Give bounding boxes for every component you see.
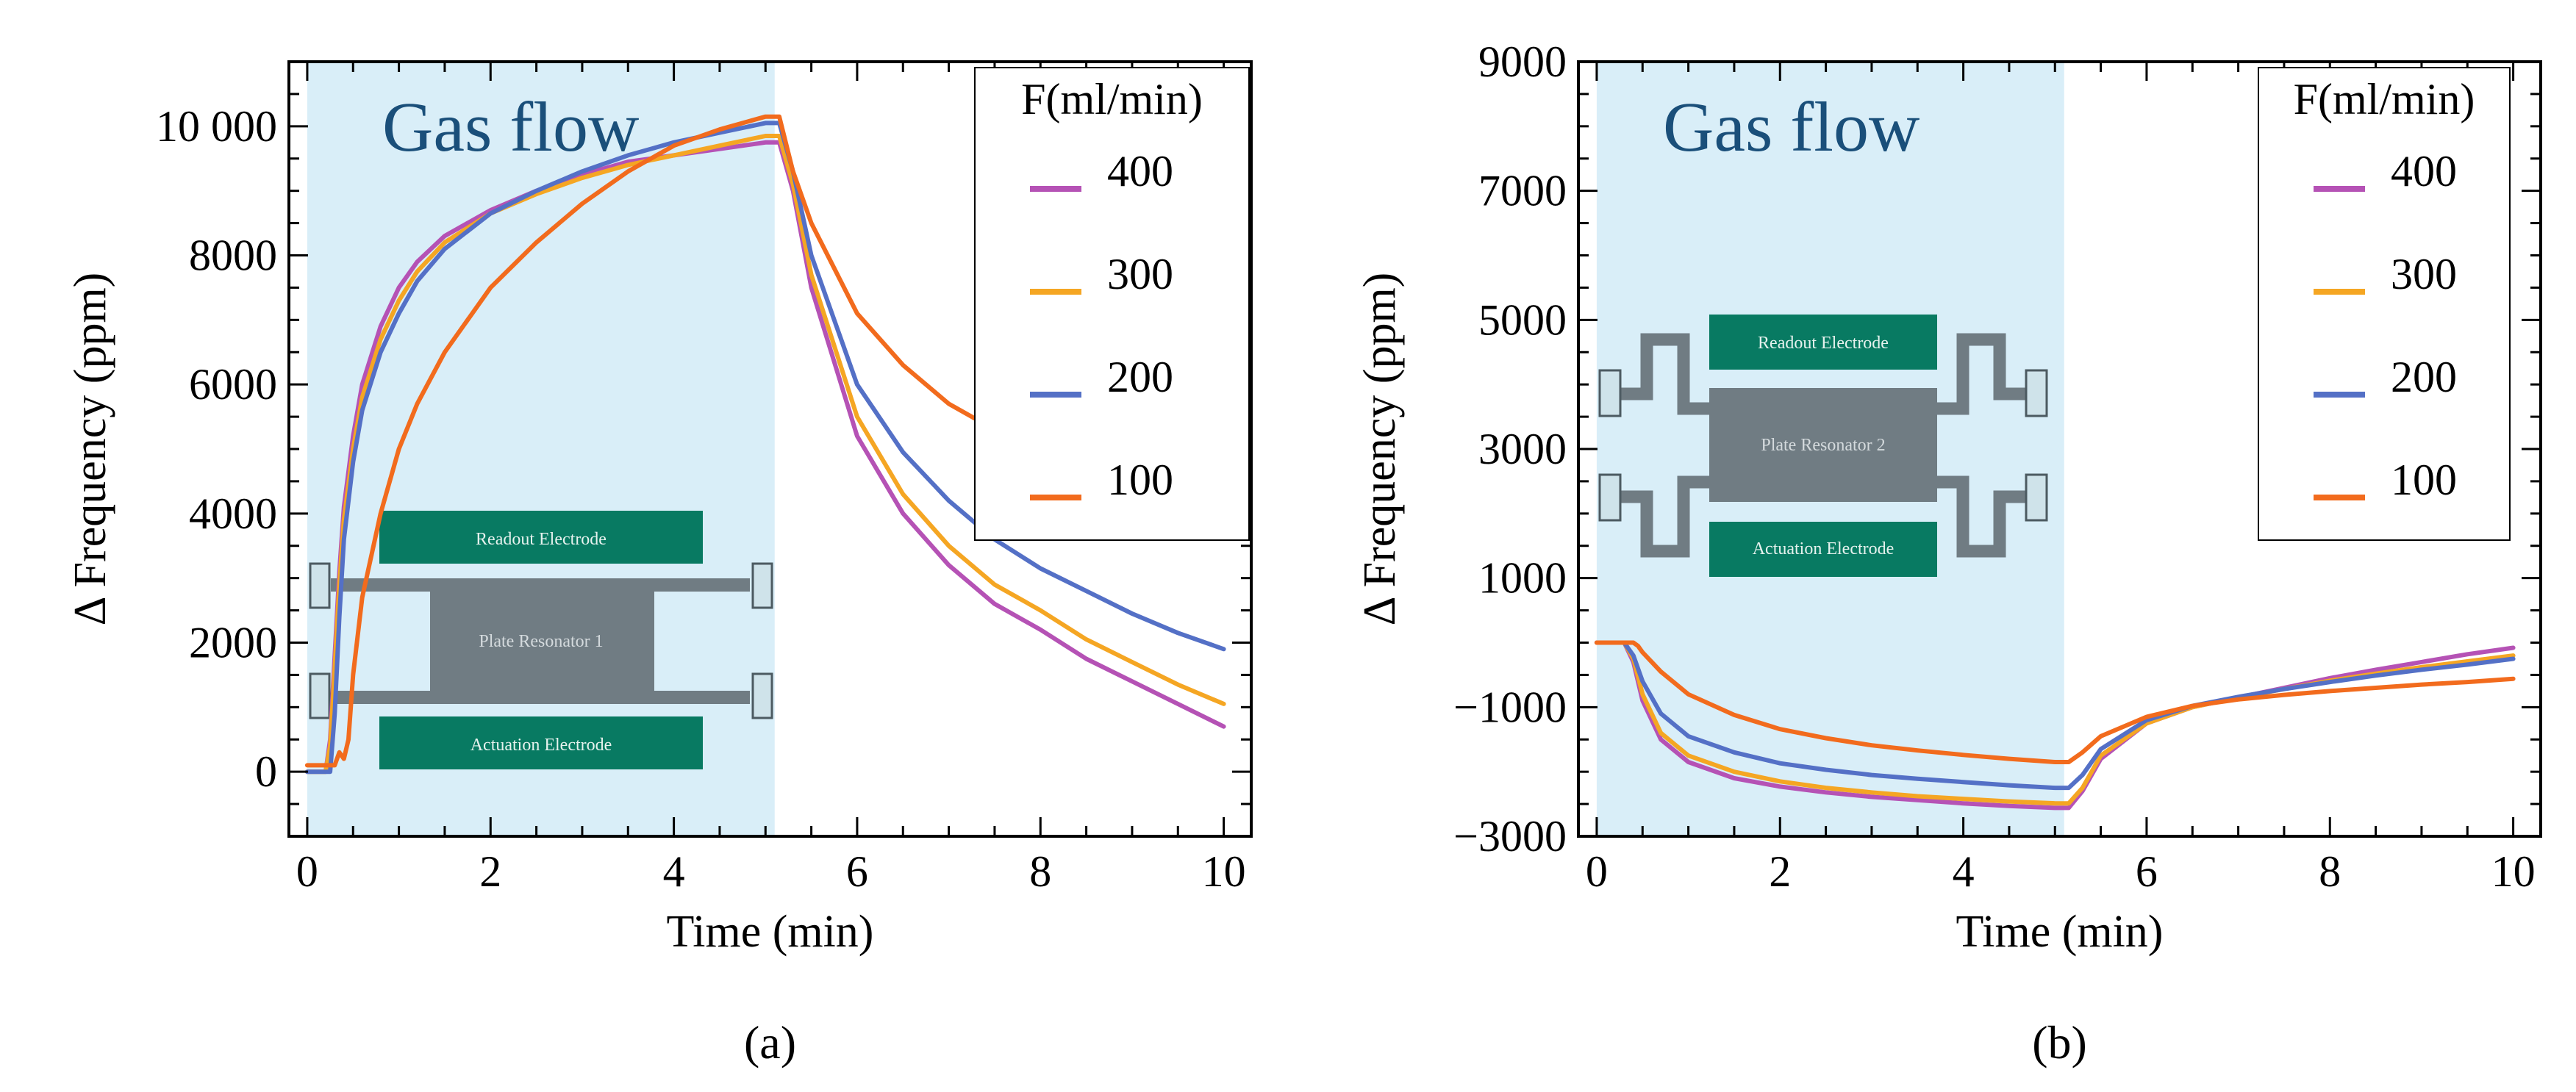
plate-resonator-label: Plate Resonator 1 xyxy=(479,632,603,651)
readout-electrode xyxy=(379,511,703,564)
y-tick-label: 9000 xyxy=(1478,37,1567,86)
anchor-4 xyxy=(751,672,773,719)
anchor-4 xyxy=(2025,473,2048,522)
legend-entry-300: 300 xyxy=(2391,250,2457,298)
gas-flow-label: Gas flow xyxy=(1663,87,1920,166)
anchor-2 xyxy=(1598,473,1622,522)
actuation-electrode xyxy=(1709,522,1937,577)
y-tick-label: 8000 xyxy=(189,231,277,280)
series-line-200 xyxy=(304,121,1226,775)
x-tick-label: 0 xyxy=(1586,847,1608,896)
legend: F(ml/min) 400 300 200 100 xyxy=(2258,67,2511,541)
series-line-300 xyxy=(304,134,1226,775)
x-tick-label: 4 xyxy=(663,847,685,896)
y-tick-label: 1000 xyxy=(1478,554,1567,603)
readout-electrode xyxy=(1709,315,1937,370)
series-line-400 xyxy=(1594,640,2516,811)
upper-beam xyxy=(331,578,750,592)
x-axis-title: Time (min) xyxy=(667,907,874,957)
y-axis-title: Δ Frequency (ppm) xyxy=(65,273,115,626)
readout-electrode-label: Readout Electrode xyxy=(1758,334,1889,353)
x-tick-label: 2 xyxy=(479,847,501,896)
resonator-schematic: Readout Electrode Plate Resonator 1 Actuat… xyxy=(309,511,773,769)
legend-entry-400: 400 xyxy=(2391,147,2457,195)
anchor-3 xyxy=(2025,369,2048,417)
actuation-electrode xyxy=(379,716,703,769)
gas-flow-label: Gas flow xyxy=(382,87,639,166)
legend-entry-200: 200 xyxy=(2391,353,2457,401)
x-tick-label: 10 xyxy=(2491,847,2536,896)
resonator-schematic: Readout Electrode Plate Resonator 2 Actuat… xyxy=(1598,315,2048,577)
x-tick-label: 10 xyxy=(1202,847,1246,896)
y-tick-label: 7000 xyxy=(1478,167,1567,215)
anchor-3 xyxy=(751,562,773,609)
x-tick-label: 0 xyxy=(296,847,318,896)
plate-resonator xyxy=(430,592,654,691)
legend: F(ml/min) 400 300 200 100 xyxy=(974,67,1250,541)
y-tick-label: 2000 xyxy=(189,619,277,667)
serpentine-spring-4 xyxy=(1937,475,2026,558)
panel-b: Readout Electrode Plate Resonator 2 Actuat… xyxy=(1355,37,2542,1068)
legend-entry-100: 100 xyxy=(2391,456,2457,504)
legend-entry-300: 300 xyxy=(1107,250,1173,298)
series-line-200 xyxy=(1594,640,2516,791)
y-tick-label: 0 xyxy=(255,747,277,796)
actuation-electrode-label: Actuation Electrode xyxy=(1753,539,1895,558)
anchor-2 xyxy=(309,672,331,719)
serpentine-spring-1 xyxy=(1620,333,1709,415)
x-tick-label: 2 xyxy=(1769,847,1791,896)
plate-resonator-label: Plate Resonator 2 xyxy=(1761,436,1885,455)
y-tick-label: 6000 xyxy=(189,360,277,409)
legend-box xyxy=(2258,67,2511,541)
series-line-100 xyxy=(1594,640,2516,764)
actuation-electrode-label: Actuation Electrode xyxy=(471,736,612,755)
legend-box xyxy=(974,67,1250,541)
legend-entry-200: 200 xyxy=(1107,353,1173,401)
x-tick-label: 4 xyxy=(1953,847,1975,896)
anchor-1 xyxy=(309,562,331,609)
legend-title: F(ml/min) xyxy=(1021,75,1203,123)
x-axis-title: Time (min) xyxy=(1956,907,2164,957)
legend-entry-400: 400 xyxy=(1107,147,1173,195)
readout-electrode-label: Readout Electrode xyxy=(476,530,607,549)
y-tick-label: 10 000 xyxy=(156,102,277,151)
anchor-1 xyxy=(1598,369,1622,417)
y-axis-title: Δ Frequency (ppm) xyxy=(1355,273,1405,626)
y-tick-label: 3000 xyxy=(1478,425,1567,473)
x-tick-label: 6 xyxy=(2136,847,2158,896)
panel-label: (a) xyxy=(744,1016,796,1068)
panel-a: Readout Electrode Plate Resonator 1 Actuat… xyxy=(65,60,1253,1068)
x-tick-label: 8 xyxy=(1029,847,1051,896)
y-tick-label: 4000 xyxy=(189,489,277,538)
serpentine-spring-3 xyxy=(1937,333,2026,415)
y-tick-label: −3000 xyxy=(1453,812,1567,861)
panel-label: (b) xyxy=(2032,1016,2087,1068)
y-tick-label: 5000 xyxy=(1478,295,1567,344)
legend-entry-100: 100 xyxy=(1107,456,1173,504)
legend-title: F(ml/min) xyxy=(2294,75,2475,123)
lower-beam xyxy=(331,691,750,704)
y-tick-label: −1000 xyxy=(1453,683,1567,731)
x-tick-label: 6 xyxy=(846,847,868,896)
x-tick-label: 8 xyxy=(2319,847,2341,896)
plate-resonator xyxy=(1709,388,1937,502)
serpentine-spring-2 xyxy=(1620,475,1709,558)
